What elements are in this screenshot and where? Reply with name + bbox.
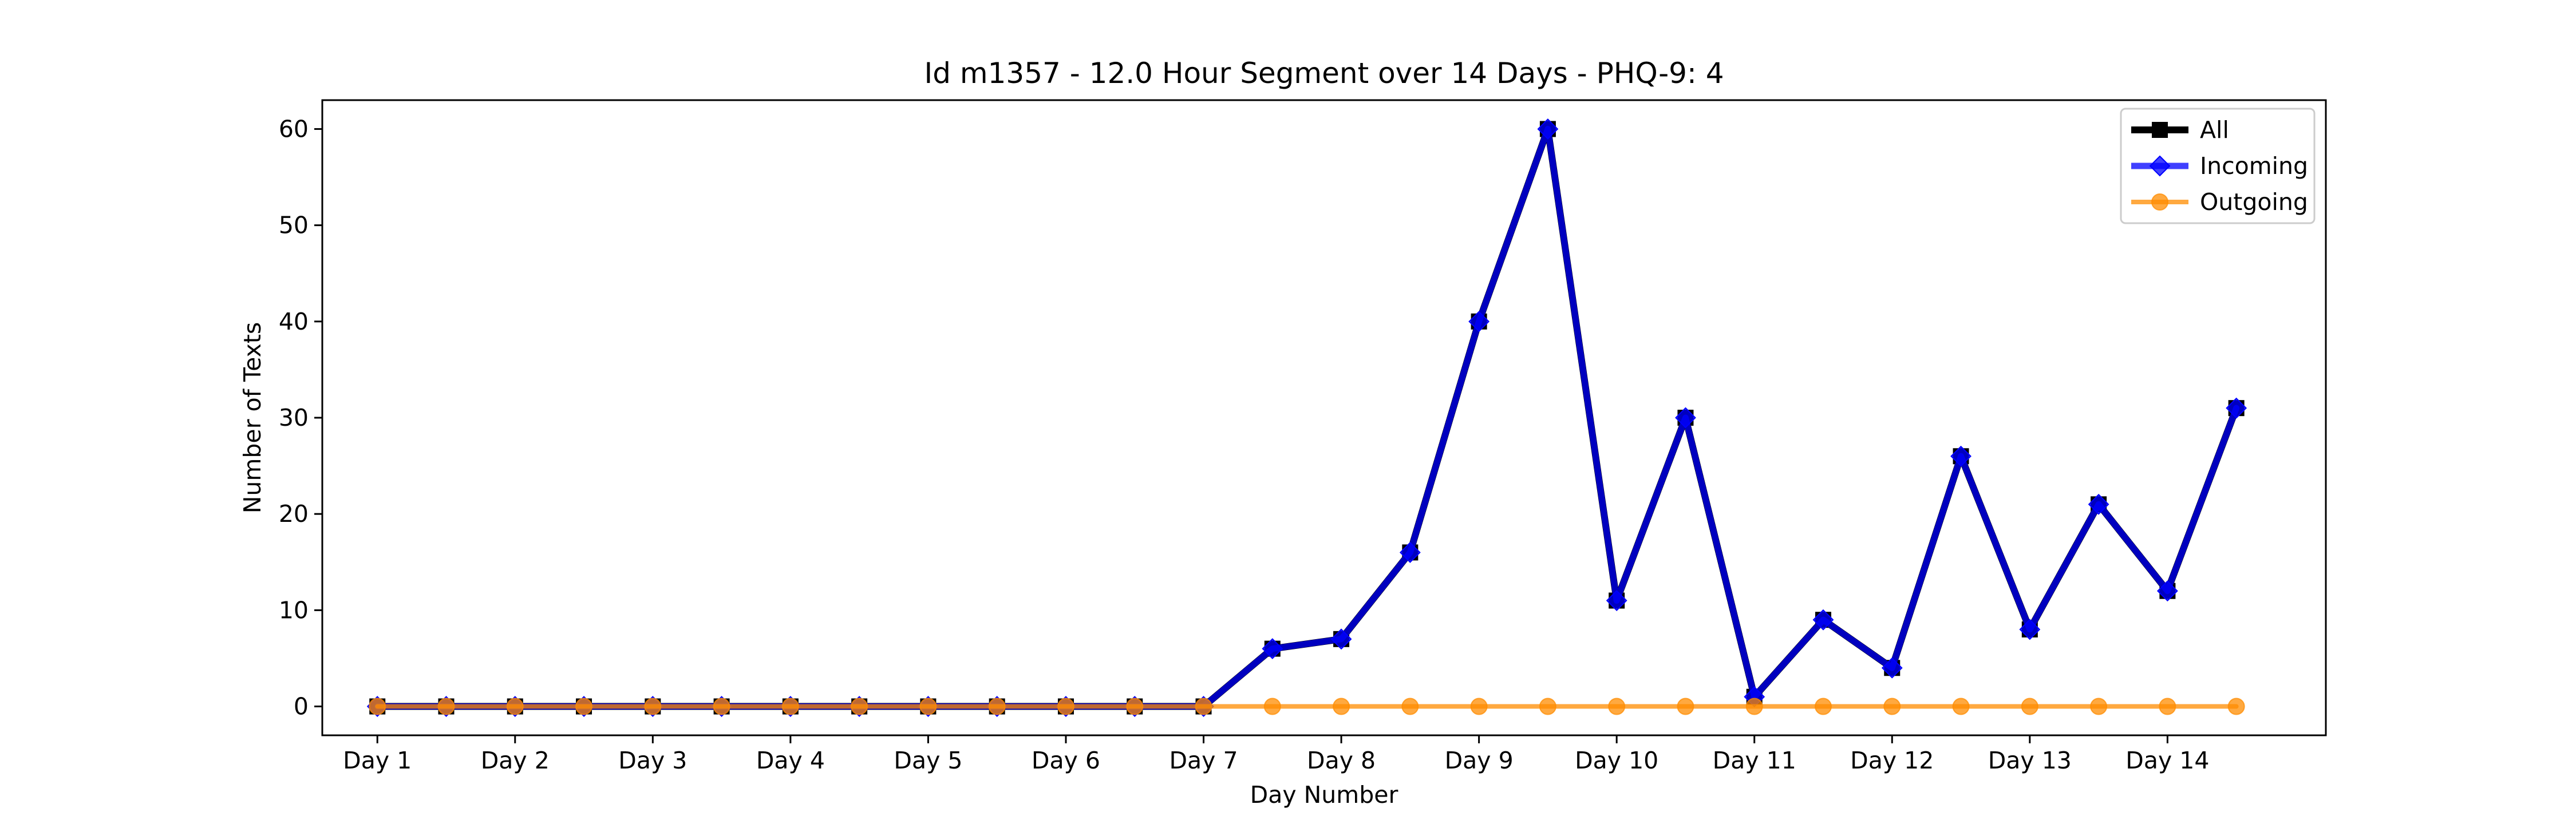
legend-swatch-marker — [2151, 193, 2168, 211]
legend-item-incoming: Incoming — [2131, 152, 2308, 180]
data-point — [1126, 698, 1144, 715]
data-point — [988, 698, 1006, 715]
series-line-all — [374, 125, 2240, 710]
y-tick-label: 30 — [279, 404, 309, 431]
data-point — [1262, 638, 1283, 660]
data-point — [644, 698, 662, 715]
data-point — [575, 698, 593, 715]
legend-swatch-marker — [2149, 155, 2171, 177]
series-outgoing — [369, 698, 2245, 715]
data-point — [1399, 542, 1421, 563]
data-point — [1263, 698, 1281, 715]
series-incoming — [366, 118, 2247, 717]
data-point — [1812, 609, 1834, 631]
data-point — [1539, 698, 1556, 715]
data-point — [2159, 698, 2176, 715]
series-all — [369, 121, 2245, 715]
y-axis: 0 10 20 30 40 50 60 — [279, 115, 322, 720]
legend: All Incoming Outgoing — [2120, 108, 2316, 224]
legend-box — [2120, 108, 2316, 224]
data-point — [369, 698, 386, 715]
y-tick-label: 40 — [279, 308, 309, 335]
data-point — [1537, 118, 1559, 140]
data-point — [1195, 698, 1212, 715]
x-tick-label: Day 4 — [756, 747, 825, 774]
x-tick-label: Day 6 — [1032, 747, 1100, 774]
x-tick-label: Day 8 — [1307, 747, 1376, 774]
data-point — [1470, 698, 1488, 715]
x-tick-label: Day 9 — [1445, 747, 1514, 774]
data-point — [1333, 698, 1350, 715]
plot-frame — [321, 99, 2327, 736]
data-point — [1057, 698, 1074, 715]
data-point — [437, 698, 455, 715]
data-point — [1883, 698, 1901, 715]
data-point — [1677, 698, 1694, 715]
x-tick-label: Day 5 — [894, 747, 962, 774]
data-point — [1608, 698, 1626, 715]
data-point — [2021, 698, 2038, 715]
data-point — [2019, 619, 2041, 640]
x-tick-label: Day 1 — [343, 747, 412, 774]
series-line-incoming — [374, 125, 2240, 710]
data-point — [1401, 698, 1419, 715]
data-point — [713, 698, 730, 715]
x-axis: Day 1 Day 2 Day 3 Day 4 Day 5 Day 6 Day 7 Day 8… — [343, 735, 2209, 774]
y-tick-label: 10 — [279, 596, 309, 624]
data-point — [2227, 698, 2245, 715]
y-tick-label: 60 — [279, 115, 309, 142]
y-tick-label: 20 — [279, 500, 309, 528]
legend-swatch-marker — [2152, 122, 2168, 138]
x-tick-label: Day 10 — [1575, 747, 1658, 774]
data-point — [1950, 445, 1971, 467]
data-point — [851, 698, 868, 715]
x-tick-label: Day 2 — [481, 747, 550, 774]
x-tick-label: Day 11 — [1713, 747, 1796, 774]
x-tick-label: Day 12 — [1850, 747, 1934, 774]
x-tick-label: Day 7 — [1169, 747, 1238, 774]
data-point — [1745, 698, 1763, 715]
legend-item-outgoing: Outgoing — [2131, 188, 2308, 216]
data-point — [2226, 397, 2247, 419]
legend-label: All — [2200, 116, 2229, 144]
y-tick-label: 0 — [294, 693, 309, 720]
data-point — [1675, 407, 1696, 429]
data-point — [506, 698, 524, 715]
data-point — [2090, 698, 2108, 715]
data-point — [1814, 698, 1832, 715]
data-point — [2088, 493, 2109, 515]
data-point — [781, 698, 799, 715]
data-point — [1606, 590, 1627, 611]
data-point — [2156, 580, 2178, 602]
x-tick-label: Day 14 — [2125, 747, 2209, 774]
data-point — [919, 698, 937, 715]
legend-item-all: All — [2131, 116, 2229, 144]
x-tick-label: Day 3 — [618, 747, 687, 774]
series-layer — [366, 118, 2247, 717]
data-point — [1330, 628, 1352, 650]
y-axis-title: Number of Texts — [239, 322, 266, 514]
x-tick-label: Day 13 — [1988, 747, 2072, 774]
data-point — [1881, 657, 1903, 679]
legend-label: Incoming — [2200, 152, 2308, 180]
y-tick-label: 50 — [279, 212, 309, 239]
data-point — [1952, 698, 1970, 715]
chart-title: Id m1357 - 12.0 Hour Segment over 14 Day… — [924, 57, 1724, 90]
data-point — [1468, 311, 1490, 332]
legend-label: Outgoing — [2200, 188, 2308, 216]
x-axis-title: Day Number — [1250, 781, 1398, 809]
